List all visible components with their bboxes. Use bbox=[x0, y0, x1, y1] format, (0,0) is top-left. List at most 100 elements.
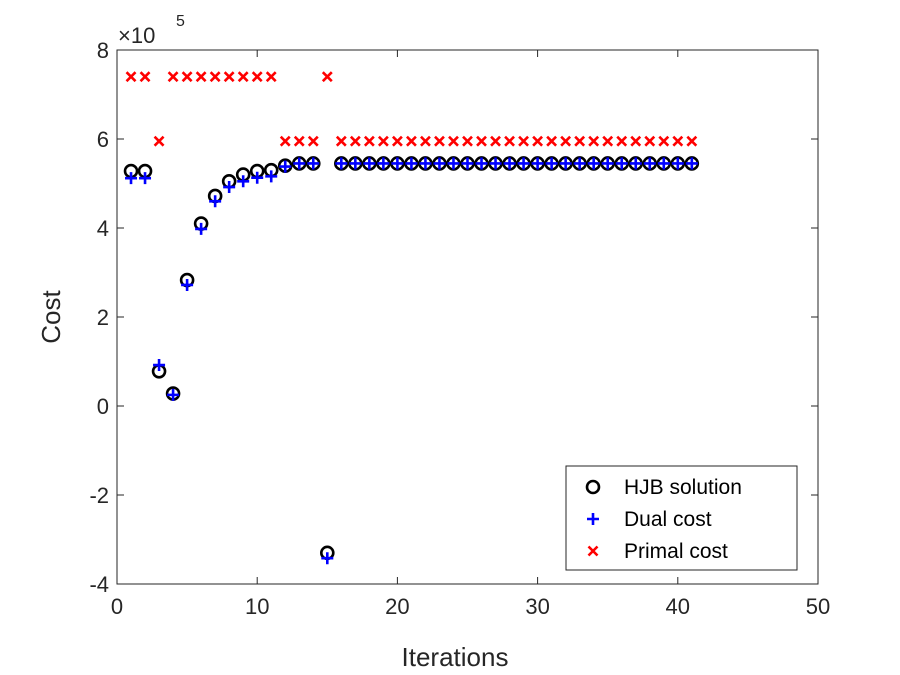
dual-point bbox=[363, 157, 376, 170]
primal-point bbox=[321, 71, 333, 83]
dual-point bbox=[545, 157, 558, 170]
x-tick-label: 20 bbox=[385, 594, 409, 619]
primal-point bbox=[602, 135, 614, 147]
primal-point bbox=[125, 71, 137, 83]
dual-point bbox=[517, 157, 530, 170]
dual-point bbox=[195, 222, 208, 235]
dual-point bbox=[139, 172, 152, 185]
primal-point bbox=[377, 135, 389, 147]
dual-point bbox=[265, 170, 278, 183]
x-tick-label: 0 bbox=[111, 594, 123, 619]
y-tick-label: 2 bbox=[97, 305, 109, 330]
primal-point bbox=[293, 135, 305, 147]
y-tick-label: -2 bbox=[89, 483, 109, 508]
dual-point bbox=[181, 278, 194, 291]
legend: HJB solution Dual cost Primal cost bbox=[565, 465, 798, 571]
primal-point bbox=[335, 135, 347, 147]
legend-symbol-primal bbox=[587, 545, 599, 557]
x-tick-label: 10 bbox=[245, 594, 269, 619]
dual-point bbox=[615, 157, 628, 170]
dual-point bbox=[167, 388, 180, 401]
legend-symbols bbox=[585, 479, 601, 557]
primal-point bbox=[167, 71, 179, 83]
dual-point bbox=[643, 157, 656, 170]
dual-point bbox=[587, 157, 600, 170]
x-tick-label: 50 bbox=[806, 594, 830, 619]
dual-point bbox=[153, 359, 166, 372]
dual-point bbox=[433, 157, 446, 170]
dual-point bbox=[657, 157, 670, 170]
dual-point bbox=[573, 157, 586, 170]
y-tick-label: 0 bbox=[97, 394, 109, 419]
dual-point bbox=[321, 552, 334, 565]
axes-ticks bbox=[116, 49, 819, 585]
tick-labels: 0 10 20 30 40 50 -4 -2 0 2 4 6 8 bbox=[89, 38, 830, 619]
x-tick-label: 40 bbox=[666, 594, 690, 619]
dual-point bbox=[685, 157, 698, 170]
primal-point bbox=[546, 135, 558, 147]
legend-symbol-hjb bbox=[585, 479, 601, 495]
dual-point bbox=[209, 195, 222, 208]
primal-point bbox=[139, 71, 151, 83]
primal-point bbox=[616, 135, 628, 147]
primal-point bbox=[518, 135, 529, 147]
primal-point bbox=[476, 135, 487, 147]
primal-point bbox=[307, 135, 319, 147]
primal-point bbox=[574, 135, 586, 147]
dual-point bbox=[419, 157, 432, 170]
primal-point bbox=[265, 71, 277, 83]
data-marks bbox=[123, 71, 700, 565]
dual-point bbox=[559, 157, 572, 170]
primal-point bbox=[644, 135, 656, 147]
dual-point bbox=[223, 181, 236, 194]
series-primal bbox=[125, 71, 698, 147]
dual-point bbox=[447, 157, 460, 170]
primal-point bbox=[672, 135, 684, 147]
legend-label-primal: Primal cost bbox=[624, 540, 728, 563]
dual-point bbox=[279, 160, 292, 173]
dual-point bbox=[391, 157, 404, 170]
primal-point bbox=[448, 135, 459, 147]
primal-point bbox=[658, 135, 670, 147]
primal-point bbox=[237, 71, 249, 83]
legend-box bbox=[565, 465, 798, 571]
dual-point bbox=[629, 157, 642, 170]
dual-point bbox=[293, 157, 306, 170]
primal-point bbox=[434, 135, 445, 147]
dual-point bbox=[125, 172, 138, 185]
dual-point bbox=[405, 157, 418, 170]
primal-point bbox=[504, 135, 515, 147]
dual-point bbox=[601, 157, 614, 170]
primal-point bbox=[462, 135, 473, 147]
primal-point bbox=[195, 71, 207, 83]
dual-point bbox=[671, 157, 684, 170]
y-tick-label: -4 bbox=[89, 572, 109, 597]
primal-point bbox=[181, 71, 193, 83]
dual-point bbox=[531, 157, 544, 170]
dual-point bbox=[237, 175, 250, 188]
dual-point bbox=[503, 157, 516, 170]
x-tick-label: 30 bbox=[525, 594, 549, 619]
y-axis-label: Cost bbox=[36, 289, 66, 343]
primal-point bbox=[251, 71, 263, 83]
primal-point bbox=[560, 135, 572, 147]
y-multiplier-base: ×10 bbox=[118, 23, 155, 48]
x-axis-label: Iterations bbox=[402, 642, 509, 672]
dual-point bbox=[349, 157, 362, 170]
dual-point bbox=[335, 157, 348, 170]
legend-label-hjb: HJB solution bbox=[624, 476, 742, 499]
y-tick-label: 8 bbox=[97, 38, 109, 63]
dual-point bbox=[489, 157, 502, 170]
dual-point bbox=[251, 171, 264, 184]
y-tick-label: 6 bbox=[97, 127, 109, 152]
primal-point bbox=[363, 135, 375, 147]
primal-point bbox=[406, 135, 417, 147]
primal-point bbox=[588, 135, 600, 147]
primal-point bbox=[279, 135, 291, 147]
primal-point bbox=[223, 71, 235, 83]
dual-point bbox=[307, 157, 320, 170]
y-multiplier-exponent: 5 bbox=[176, 13, 185, 30]
primal-point bbox=[630, 135, 642, 147]
primal-point bbox=[686, 135, 698, 147]
